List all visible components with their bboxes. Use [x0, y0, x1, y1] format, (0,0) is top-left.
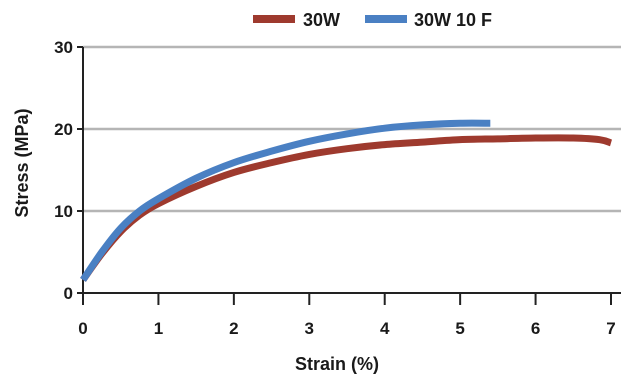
y-axis-title: Stress (MPa): [12, 108, 32, 217]
legend-label-0: 30W: [303, 10, 340, 30]
series-line-1: [80, 119, 491, 282]
y-tick-label-0: 0: [64, 284, 73, 303]
x-tick-label-7: 7: [606, 319, 615, 338]
x-tick-label-6: 6: [531, 319, 540, 338]
x-tick-label-0: 0: [78, 319, 87, 338]
legend: 30W 30W 10 F: [253, 10, 492, 30]
x-tick-label-1: 1: [154, 319, 163, 338]
y-tick-label-30: 30: [54, 38, 73, 57]
series-line-0: [80, 134, 613, 282]
series-lines: [80, 119, 613, 282]
y-tick-label-20: 20: [54, 120, 73, 139]
legend-label-1: 30W 10 F: [414, 10, 492, 30]
x-axis-title: Strain (%): [295, 354, 379, 374]
x-tick-label-2: 2: [229, 319, 238, 338]
gridlines: [83, 45, 621, 213]
x-tick-label-4: 4: [380, 319, 390, 338]
tick-labels: 0 10 20 30 0 1 2 3 4 5 6 7: [54, 38, 616, 338]
x-tick-label-3: 3: [305, 319, 314, 338]
x-tick-label-5: 5: [455, 319, 464, 338]
y-tick-label-10: 10: [54, 202, 73, 221]
axes: [77, 46, 621, 305]
